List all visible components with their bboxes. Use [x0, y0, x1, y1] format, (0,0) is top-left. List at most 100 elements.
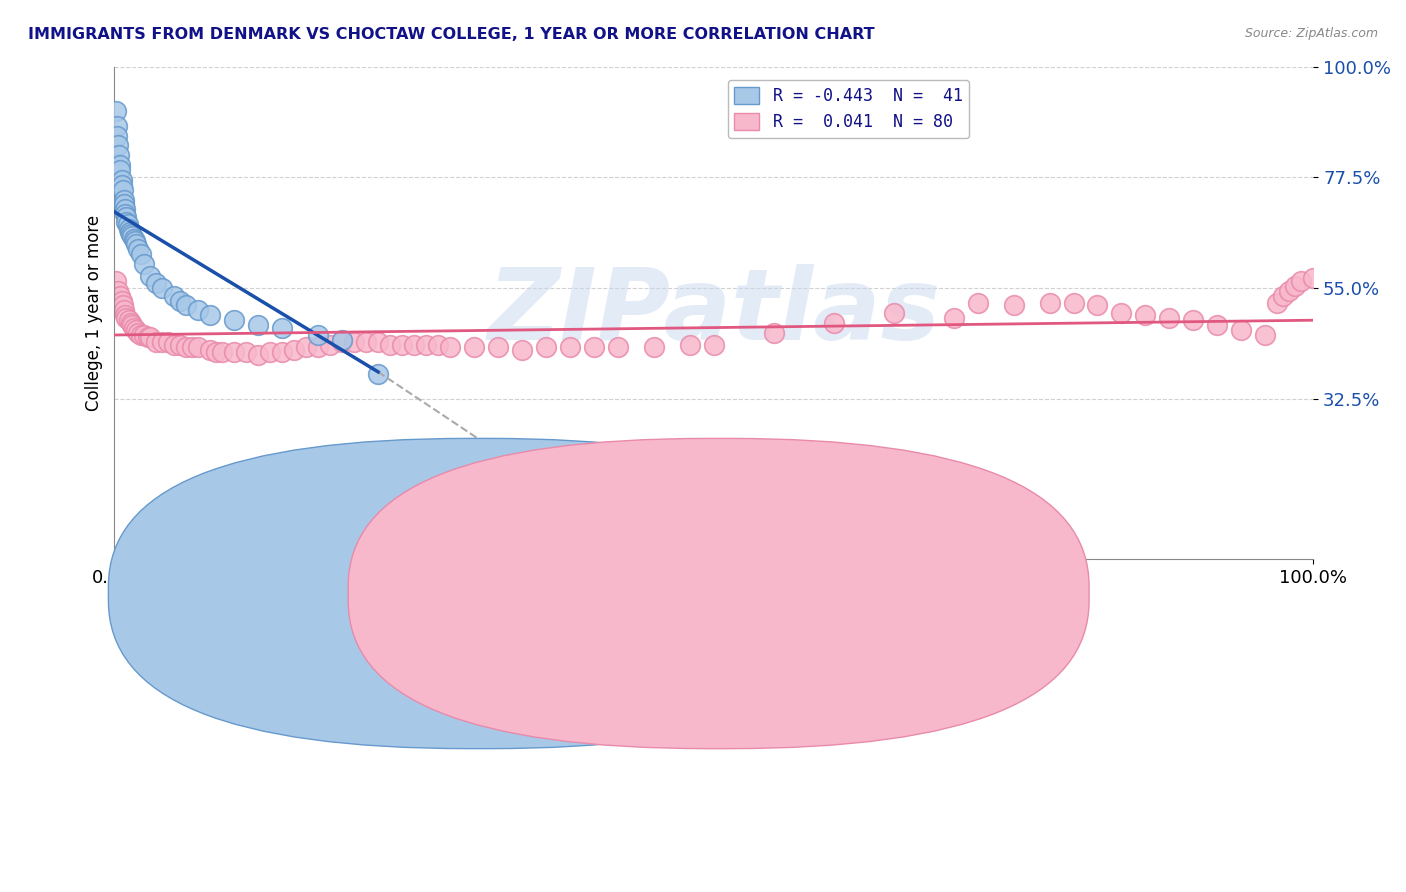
Point — [110, 293, 132, 308]
Point — [643, 340, 665, 354]
Point — [1272, 288, 1295, 302]
Point — [330, 335, 353, 350]
Point — [181, 340, 204, 354]
Point — [307, 328, 329, 343]
Point — [176, 298, 198, 312]
Point — [224, 313, 246, 327]
Point — [111, 298, 134, 312]
Point — [187, 303, 209, 318]
Point — [427, 338, 450, 352]
Point — [1111, 306, 1133, 320]
Point — [118, 225, 141, 239]
Point — [463, 340, 485, 354]
Point — [115, 210, 138, 224]
Point — [122, 320, 145, 334]
Point — [211, 345, 233, 359]
Point — [112, 193, 135, 207]
Point — [295, 340, 318, 354]
Point — [111, 183, 134, 197]
Point — [127, 242, 149, 256]
Point — [486, 340, 509, 354]
Point — [139, 268, 162, 283]
Point — [115, 310, 138, 325]
Point — [367, 368, 389, 382]
Point — [330, 333, 353, 347]
Point — [104, 103, 127, 118]
Point — [118, 313, 141, 327]
Point — [108, 148, 131, 162]
Point — [1206, 318, 1229, 333]
Point — [157, 335, 180, 350]
Point — [176, 340, 198, 354]
Point — [679, 338, 702, 352]
Point — [391, 338, 413, 352]
Point — [107, 138, 129, 153]
Point — [120, 227, 142, 241]
Point — [1291, 274, 1313, 288]
Point — [1230, 323, 1253, 337]
Point — [510, 343, 533, 357]
Point — [883, 306, 905, 320]
Point — [115, 215, 138, 229]
Text: Source: ZipAtlas.com: Source: ZipAtlas.com — [1244, 27, 1378, 40]
Point — [582, 340, 605, 354]
Point — [404, 338, 426, 352]
Text: IMMIGRANTS FROM DENMARK VS CHOCTAW COLLEGE, 1 YEAR OR MORE CORRELATION CHART: IMMIGRANTS FROM DENMARK VS CHOCTAW COLLE… — [28, 27, 875, 42]
Point — [1254, 328, 1277, 343]
Point — [114, 207, 136, 221]
Point — [247, 348, 270, 362]
Point — [378, 338, 401, 352]
Point — [129, 246, 152, 260]
Point — [200, 308, 222, 322]
Point — [1278, 284, 1301, 298]
Point — [283, 343, 305, 357]
Point — [247, 318, 270, 333]
Point — [606, 340, 628, 354]
Point — [1063, 296, 1085, 310]
Point — [122, 232, 145, 246]
Point — [367, 335, 389, 350]
Point — [1265, 296, 1288, 310]
Point — [942, 310, 965, 325]
Text: Immigrants from Denmark: Immigrants from Denmark — [503, 586, 707, 601]
Point — [1002, 298, 1025, 312]
Point — [145, 335, 167, 350]
Point — [121, 229, 143, 244]
Point — [110, 163, 132, 178]
Point — [145, 277, 167, 291]
Point — [163, 288, 186, 302]
Point — [307, 340, 329, 354]
Point — [107, 284, 129, 298]
FancyBboxPatch shape — [349, 438, 1090, 748]
Point — [136, 330, 159, 344]
Legend: R = -0.443  N =  41, R =  0.041  N = 80: R = -0.443 N = 41, R = 0.041 N = 80 — [727, 80, 969, 138]
Point — [121, 318, 143, 333]
Point — [259, 345, 281, 359]
Point — [112, 197, 135, 211]
Point — [703, 338, 725, 352]
Point — [1135, 308, 1157, 322]
Point — [124, 235, 146, 249]
Point — [110, 158, 132, 172]
Point — [169, 338, 191, 352]
Point — [1087, 298, 1109, 312]
Point — [114, 202, 136, 217]
Text: ZIPatlas: ZIPatlas — [488, 264, 941, 361]
Point — [271, 345, 294, 359]
Point — [127, 326, 149, 340]
Point — [150, 335, 173, 350]
Point — [134, 328, 156, 343]
Point — [112, 303, 135, 318]
Point — [1159, 310, 1181, 325]
Point — [110, 288, 132, 302]
Point — [125, 323, 148, 337]
Point — [125, 236, 148, 251]
Point — [139, 330, 162, 344]
Point — [224, 345, 246, 359]
Point — [823, 316, 845, 330]
Point — [439, 340, 461, 354]
Point — [105, 119, 128, 133]
Point — [271, 320, 294, 334]
Point — [343, 335, 366, 350]
Point — [129, 328, 152, 343]
